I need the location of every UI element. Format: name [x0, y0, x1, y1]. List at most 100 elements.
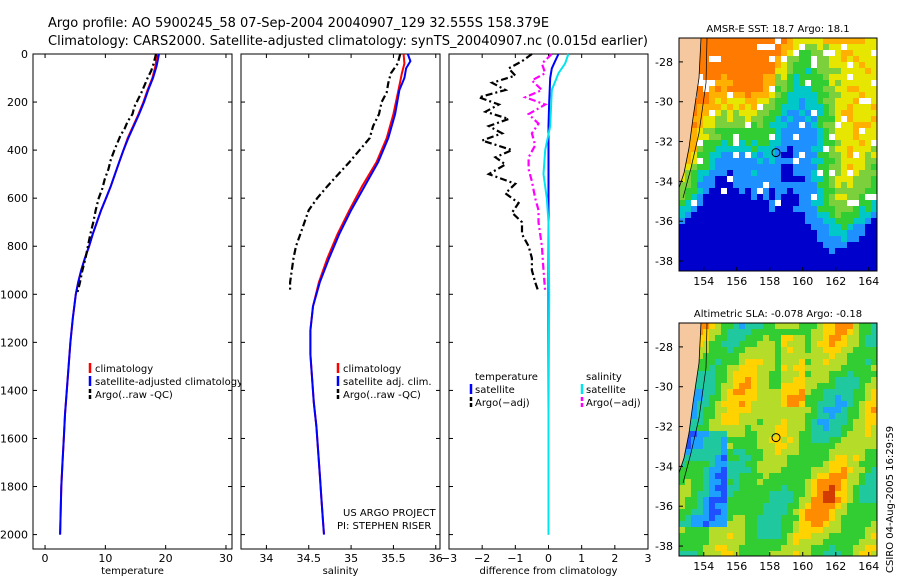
- map-cell: [823, 212, 830, 219]
- map-cell: [715, 407, 722, 414]
- map-cell: [703, 461, 710, 468]
- map-cell: [757, 395, 764, 402]
- map-cell: [703, 182, 710, 189]
- map-cell: [859, 62, 866, 69]
- map-cell: [715, 515, 722, 522]
- map-cell: [823, 407, 830, 414]
- shelf-contour: [682, 322, 708, 484]
- map-cell: [853, 353, 860, 360]
- map-cell: [853, 527, 860, 534]
- map-cell: [841, 395, 848, 402]
- x-tick-label: 34.5: [296, 552, 321, 565]
- map-cell: [871, 413, 878, 420]
- map-cell: [829, 449, 836, 456]
- map-cell: [685, 455, 692, 462]
- y-tick-label: -34: [655, 460, 673, 473]
- map-cell: [685, 467, 692, 474]
- map-cell: [811, 383, 818, 390]
- map-cell: [769, 455, 776, 462]
- map-cell: [841, 170, 848, 177]
- map-cell: [703, 479, 710, 486]
- map-cell: [835, 110, 842, 117]
- map-cell: [853, 56, 860, 63]
- map-cell: [757, 473, 764, 480]
- map-cell: [757, 44, 764, 51]
- map-cell: [709, 467, 716, 474]
- map-cell: [697, 461, 704, 468]
- map-cell: [751, 164, 758, 171]
- map-cell: [793, 98, 800, 105]
- map-cell: [859, 377, 866, 384]
- map-cell: [793, 62, 800, 69]
- map-cell: [823, 413, 830, 420]
- map-cell: [727, 509, 734, 516]
- map-cell: [823, 44, 830, 51]
- map-cell: [853, 254, 860, 261]
- map-cell: [763, 254, 770, 261]
- map-cell: [817, 335, 824, 342]
- map-cell: [787, 425, 794, 432]
- map-cell: [853, 407, 860, 414]
- map-cell: [829, 503, 836, 510]
- map-cell: [703, 395, 710, 402]
- map-cell: [799, 152, 806, 159]
- map-cell: [859, 353, 866, 360]
- map-cell: [727, 218, 734, 225]
- map-cell: [715, 182, 722, 189]
- map-cell: [685, 254, 692, 261]
- map-cell: [751, 128, 758, 135]
- map-cell: [781, 329, 788, 336]
- map-cell: [781, 116, 788, 123]
- map-cell: [793, 455, 800, 462]
- header-line-1: Argo profile: AO 5900245_58 07-Sep-2004 …: [48, 16, 549, 31]
- map-cell: [691, 443, 698, 450]
- map-cell: [733, 437, 740, 444]
- map-cell: [781, 92, 788, 99]
- map-cell: [823, 539, 830, 546]
- map-cell: [703, 38, 710, 45]
- map-cell: [703, 383, 710, 390]
- map-cell: [871, 56, 878, 63]
- map-cell: [781, 80, 788, 87]
- map-cell: [835, 443, 842, 450]
- map-cell: [709, 74, 716, 81]
- map-cell: [829, 521, 836, 528]
- map-cell: [847, 323, 854, 330]
- map-cell: [703, 44, 710, 51]
- map-cell: [853, 335, 860, 342]
- map-cell: [715, 230, 722, 237]
- map-cell: [793, 467, 800, 474]
- map-cell: [805, 194, 812, 201]
- map-cell: [727, 515, 734, 522]
- map-cell: [829, 218, 836, 225]
- map-cell: [853, 377, 860, 384]
- map-cell: [793, 116, 800, 123]
- x-tick-label: 156: [726, 560, 747, 573]
- map-cell: [805, 335, 812, 342]
- map-cell: [811, 44, 818, 51]
- map-cell: [829, 551, 836, 557]
- map-cell: [787, 128, 794, 135]
- map-cell: [853, 98, 860, 105]
- map-cell: [829, 50, 836, 57]
- map-cell: [811, 353, 818, 360]
- map-cell: [865, 323, 872, 330]
- map-cell: [865, 329, 872, 336]
- map-cell: [733, 74, 740, 81]
- map-cell: [853, 218, 860, 225]
- map-cell: [763, 371, 770, 378]
- map-cell: [793, 377, 800, 384]
- map-cell: [709, 242, 716, 249]
- map-cell: [859, 497, 866, 504]
- map-cell: [775, 341, 782, 348]
- map-cell: [757, 116, 764, 123]
- map-cell: [769, 365, 776, 372]
- map-cell: [865, 224, 872, 231]
- map-cell: [733, 230, 740, 237]
- map-cell: [751, 236, 758, 243]
- map-cell: [835, 212, 842, 219]
- map-cell: [769, 323, 776, 330]
- map-cell: [781, 260, 788, 267]
- map-cell: [793, 224, 800, 231]
- map-cell: [841, 68, 848, 75]
